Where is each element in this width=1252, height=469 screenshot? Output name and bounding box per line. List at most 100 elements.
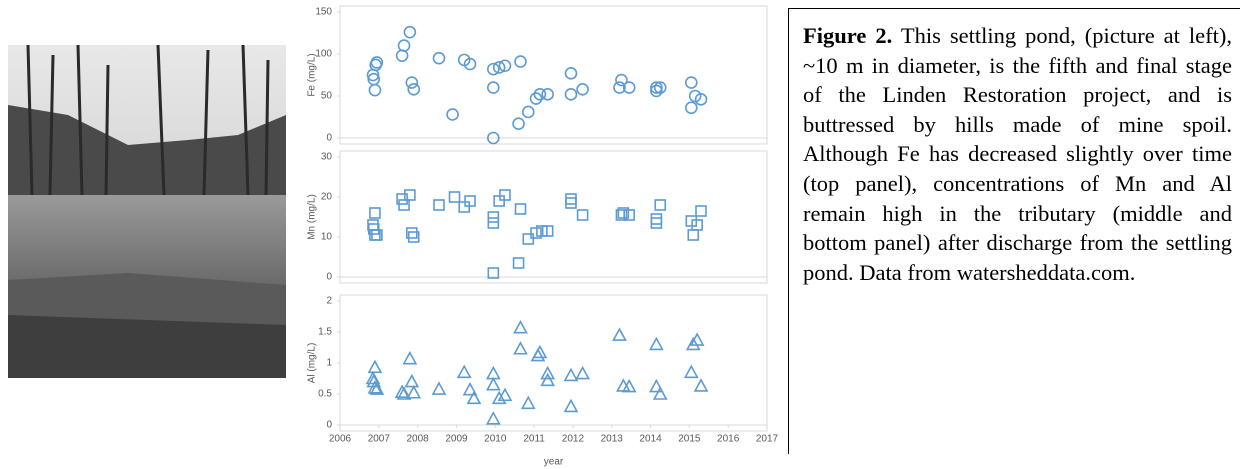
data-point [622, 81, 636, 94]
data-point [563, 367, 579, 382]
data-point [654, 199, 667, 211]
data-point [685, 215, 698, 227]
data-point [564, 88, 578, 101]
data-point [649, 336, 664, 351]
data-point [575, 365, 590, 380]
data-point [407, 82, 421, 96]
data-point [485, 377, 501, 391]
y-tick-label: 20 [321, 192, 333, 203]
data-point [612, 327, 627, 341]
data-point [617, 207, 630, 219]
data-point [407, 231, 420, 243]
data-point [514, 203, 527, 215]
data-point [395, 49, 409, 62]
data-point [497, 387, 513, 402]
data-point [540, 372, 556, 387]
data-point [653, 81, 667, 94]
data-point [366, 373, 382, 388]
data-point [695, 205, 707, 217]
data-point [404, 189, 416, 201]
data-point [406, 385, 422, 399]
x-tick-label: 2006 [329, 434, 352, 445]
data-point [685, 76, 698, 89]
data-point [487, 131, 500, 145]
x-tick-label: 2017 [756, 434, 779, 445]
caption-text: This settling pond, (picture at left), ~… [803, 23, 1233, 285]
data-point [396, 193, 408, 205]
data-point [466, 390, 482, 405]
data-point [431, 381, 447, 395]
x-tick-label: 2014 [639, 434, 662, 445]
data-point [536, 225, 548, 237]
data-point [615, 73, 628, 87]
data-point [491, 390, 507, 405]
data-point [365, 370, 381, 385]
data-point [513, 341, 528, 355]
data-point [530, 227, 542, 239]
data-point [464, 195, 476, 207]
data-point [623, 209, 635, 221]
data-point [652, 386, 668, 400]
data-point [398, 199, 410, 211]
data-point [458, 201, 471, 213]
data-point [685, 336, 701, 351]
data-point [498, 59, 512, 73]
y-axis-label: Mn (mg/L) [307, 194, 318, 240]
data-point [541, 88, 554, 101]
data-point [492, 61, 506, 74]
photo [8, 45, 286, 378]
y-tick-label: 100 [315, 49, 332, 60]
y-tick-label: 1.5 [318, 327, 332, 338]
y-tick-label: 0 [326, 420, 332, 431]
y-tick-label: 0.5 [318, 389, 332, 400]
data-point [499, 189, 511, 201]
x-tick-label: 2013 [601, 434, 624, 445]
data-point [529, 92, 543, 105]
y-tick-label: 2 [326, 296, 332, 307]
data-point [613, 81, 626, 94]
data-point [396, 386, 412, 400]
data-point [563, 398, 579, 413]
data-point [512, 257, 525, 269]
panel-frame [339, 5, 768, 145]
data-point [691, 219, 703, 231]
data-point [689, 332, 705, 346]
data-point [576, 209, 589, 221]
x-axis-label: year [544, 457, 564, 468]
data-point [448, 191, 461, 203]
data-point [462, 381, 478, 396]
x-tick-label: 2007 [368, 434, 391, 445]
data-point [683, 364, 699, 379]
data-point [685, 101, 698, 115]
data-point [487, 62, 500, 76]
data-point [487, 267, 500, 279]
y-axis-label: Fe (mg/L) [307, 53, 318, 96]
x-tick-label: 2016 [717, 434, 740, 445]
data-point [565, 197, 577, 209]
x-tick-label: 2008 [407, 434, 430, 445]
y-tick-label: 150 [315, 7, 332, 18]
caption-box: Figure 2. This settling pond, (picture a… [788, 8, 1240, 454]
chart: 0 50 100 150 Fe (mg/L) 0 10 20 30 Mn (mg/L) 0 0.5 1 1… [307, 5, 779, 468]
data-point [650, 217, 663, 229]
y-tick-label: 0 [326, 133, 332, 144]
data-point [367, 223, 380, 235]
y-tick-label: 1 [326, 358, 332, 369]
x-tick-label: 2009 [445, 434, 468, 445]
data-point [397, 39, 411, 52]
data-point [493, 195, 505, 207]
data-point [485, 411, 501, 425]
x-tick-label: 2012 [562, 434, 585, 445]
data-point [463, 57, 477, 71]
data-point [621, 378, 637, 393]
data-point [576, 82, 589, 96]
data-point [649, 378, 664, 393]
data-point [650, 84, 663, 98]
data-point [446, 108, 459, 121]
data-point [522, 233, 535, 245]
data-point [370, 56, 384, 69]
y-tick-label: 0 [326, 272, 332, 283]
data-point [367, 359, 383, 374]
data-point [564, 67, 578, 80]
data-point [514, 55, 527, 68]
